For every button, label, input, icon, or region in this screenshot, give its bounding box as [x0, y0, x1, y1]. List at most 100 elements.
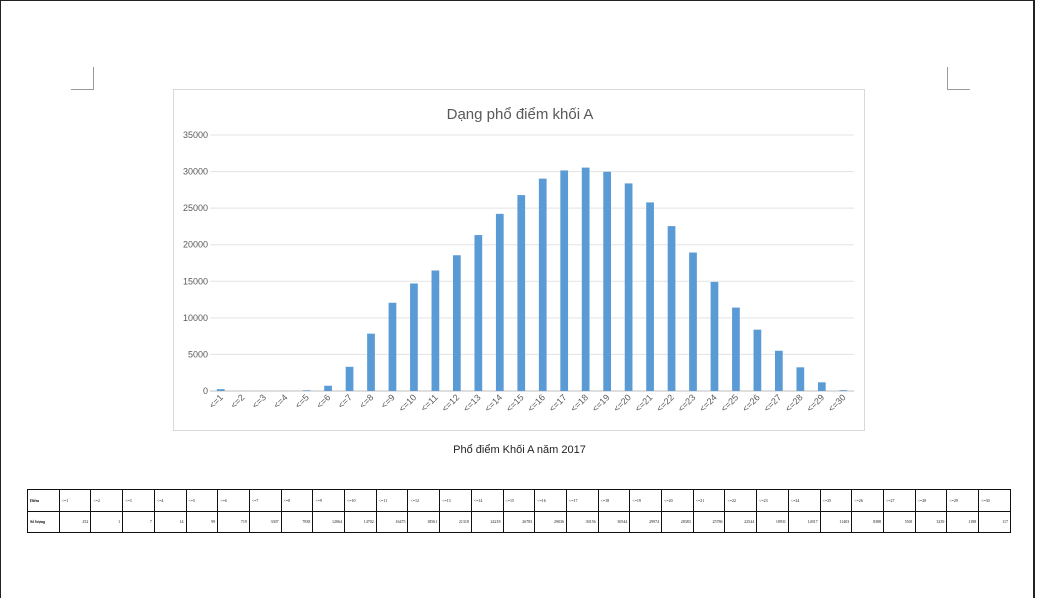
table-value-row: Số lượng 252 1 7 14 99 719 3307 7838 12064 14702 1… [27, 510, 1011, 533]
table-value-cell: 7 [122, 510, 155, 533]
table-header-cell: <=22 [724, 489, 758, 512]
table-header-cell: <=9 [312, 489, 346, 512]
table-value-cell: 7838 [280, 510, 314, 533]
bars [216, 167, 848, 391]
bar [495, 213, 504, 391]
table-value-cell: 29036 [534, 510, 567, 533]
table-value-cell: 99 [185, 510, 219, 533]
x-tick-label: <=20 [611, 392, 633, 414]
y-tick-label: 0 [203, 386, 208, 396]
x-tick-label: <=1 [207, 392, 225, 410]
table-header-cell: <=11 [375, 489, 409, 512]
table-header-cell: <=17 [565, 489, 599, 512]
bar [646, 202, 654, 391]
x-tick-label: <=22 [654, 392, 676, 414]
y-tick-label: 10000 [183, 313, 208, 323]
x-tick-label: <=3 [250, 392, 268, 410]
x-tick-label: <=12 [440, 392, 462, 414]
bar-chart[interactable]: Dạng phổ điểm khối A 0 5000 10000 15000 2000… [173, 89, 865, 431]
bar [345, 366, 354, 391]
bar [474, 235, 483, 391]
bar [732, 307, 740, 391]
grid-lines [210, 134, 854, 392]
table-header-cell: <=23 [756, 489, 789, 512]
bar [839, 390, 848, 391]
table-value-cell: 29974 [629, 510, 663, 533]
row-label-count: Số lượng [27, 510, 60, 533]
x-tick-label: <=13 [461, 392, 483, 414]
bar [796, 367, 805, 391]
margin-corner-top-left [71, 67, 94, 90]
x-tick-label: <=29 [805, 392, 827, 414]
table-value-cell: 12064 [312, 510, 346, 533]
bar [624, 183, 633, 391]
table-value-cell: 117 [978, 510, 1011, 533]
table-header-cell: <=8 [280, 489, 314, 512]
row-label-score: Điểm [27, 489, 60, 512]
table-value-cell: 26783 [502, 510, 536, 533]
x-tick-label: <=5 [293, 392, 311, 410]
bar [775, 350, 783, 391]
table-value-cell: 3239 [914, 510, 948, 533]
bar [560, 170, 569, 391]
table-header-cell: <=7 [248, 489, 282, 512]
table-value-cell: 252 [58, 510, 92, 533]
table-header-cell: <=27 [882, 489, 916, 512]
table-value-cell: 30544 [597, 510, 631, 533]
x-tick-label: <=23 [676, 392, 698, 414]
x-tick-label: <=30 [826, 392, 848, 414]
x-tick-label: <=11 [419, 392, 440, 413]
x-tick-label: <=14 [483, 392, 505, 414]
x-tick-label: <=6 [314, 392, 332, 410]
x-tick-label: <=8 [357, 392, 375, 410]
chart-canvas: Dạng phổ điểm khối A 0 5000 10000 15000 2000… [183, 106, 854, 414]
x-tick-label: <=2 [229, 392, 247, 410]
table-header-cell: <=10 [344, 489, 377, 512]
x-tick-label: <=10 [397, 392, 419, 414]
table-header-cell: <=25 [819, 489, 853, 512]
table-header-cell: <=3 [122, 489, 155, 512]
table-header-row: Điểm <=1 <=2 <=3 <=4 <=5 <=6 <=7 <=8 <=9 <=10 <=11… [27, 489, 1011, 512]
table-header-cell: <=29 [946, 489, 980, 512]
table-header-cell: <=1 [58, 489, 92, 512]
table-value-cell: 28383 [661, 510, 694, 533]
table-header-cell: <=2 [90, 489, 124, 512]
bar [753, 329, 762, 391]
score-table: Điểm <=1 <=2 <=3 <=4 <=5 <=6 <=7 <=8 <=9 <=10 <=11… [27, 489, 1011, 533]
bar [216, 389, 225, 391]
table-header-cell: <=4 [153, 489, 187, 512]
table-value-cell: 719 [217, 510, 250, 533]
table-value-cell: 22544 [724, 510, 758, 533]
table-header-cell: <=16 [534, 489, 567, 512]
table-value-cell: 14702 [344, 510, 377, 533]
table-value-cell: 14917 [787, 510, 821, 533]
bar [667, 226, 676, 391]
table-value-cell: 3307 [248, 510, 282, 533]
bar [817, 382, 826, 391]
table-header-cell: <=26 [851, 489, 884, 512]
bar [603, 171, 611, 391]
table-header-cell: <=6 [217, 489, 250, 512]
table-header-cell: <=14 [470, 489, 504, 512]
x-tick-label: <=25 [719, 392, 741, 414]
chart-title: Dạng phổ điểm khối A [447, 106, 594, 123]
x-tick-label: <=18 [568, 392, 590, 414]
bar [710, 281, 719, 391]
bar [453, 255, 461, 391]
bar [581, 167, 590, 391]
x-tick-label: <=17 [547, 392, 569, 414]
table-value-cell: 21318 [439, 510, 472, 533]
x-tick-label: <=24 [697, 392, 719, 414]
table-value-cell: 1 [90, 510, 124, 533]
x-tick-label: <=4 [271, 392, 289, 410]
bar [431, 270, 440, 391]
bar [517, 195, 526, 391]
y-tick-label: 15000 [183, 276, 208, 286]
margin-corner-top-right [947, 67, 970, 90]
table-header-cell: <=20 [661, 489, 694, 512]
y-tick-label: 20000 [183, 240, 208, 250]
bar [538, 178, 547, 391]
table-header-cell: <=5 [185, 489, 219, 512]
y-tick-label: 25000 [183, 203, 208, 213]
